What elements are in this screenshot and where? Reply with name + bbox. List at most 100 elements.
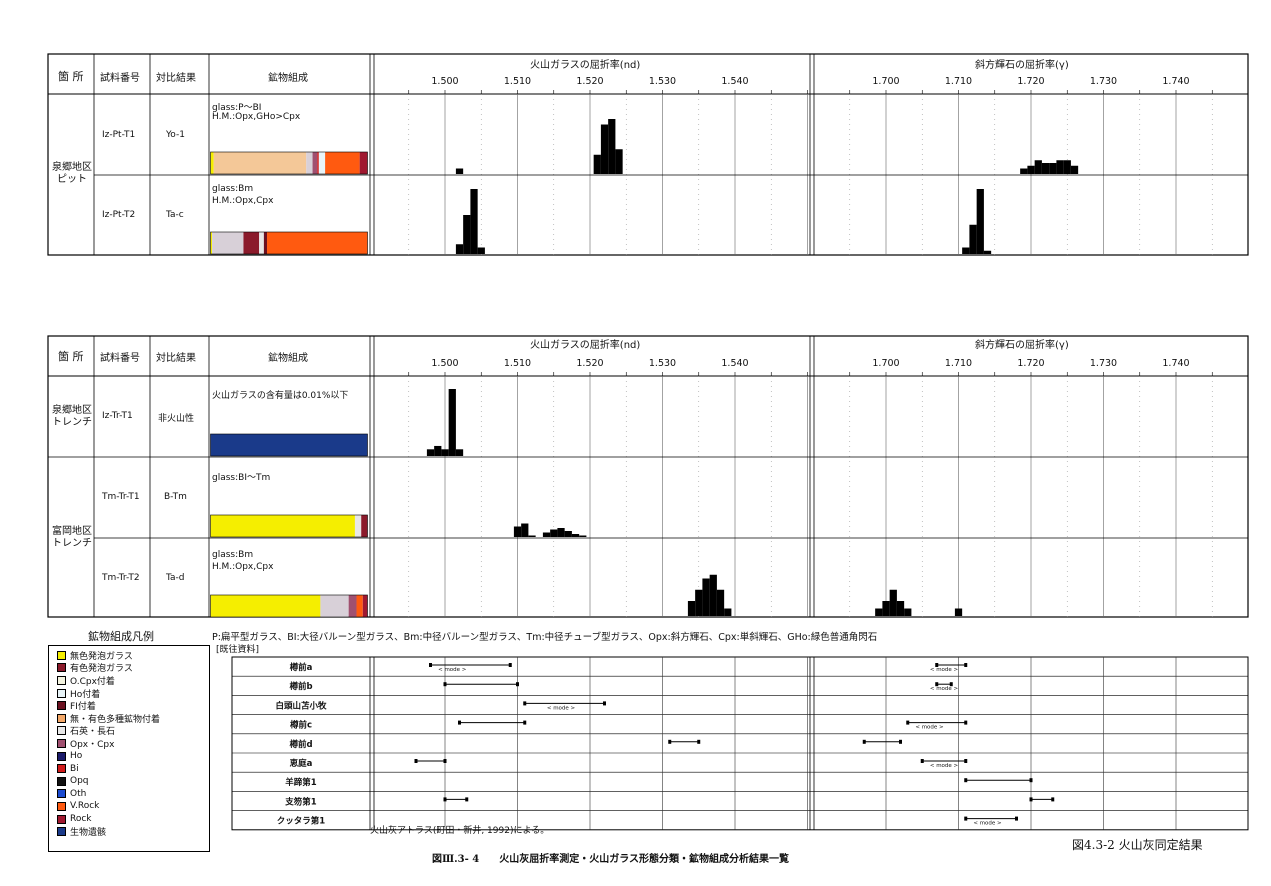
t2-col-sample: 試料番号: [100, 353, 140, 364]
legend-label: Ho付着: [70, 689, 101, 700]
prior-range-end: [1029, 797, 1033, 802]
legend-label: Oth: [70, 788, 87, 799]
composition-segment: [210, 595, 321, 617]
t2-glass-title: 火山ガラスの屈折率(nd): [530, 340, 641, 351]
mode-indicator: < mode >: [438, 667, 467, 673]
glass-histogram-bar: [593, 154, 601, 174]
prior-range-end: [920, 759, 924, 763]
legend-label: Opq: [70, 776, 89, 787]
t1-glass-title: 火山ガラスの屈折率(nd): [530, 60, 641, 71]
legend-label: 無色発泡ガラス: [70, 651, 133, 662]
prior-row-label: 樽前b: [289, 681, 312, 692]
t2-col-result: 対比結果: [156, 353, 196, 364]
prior-range-end: [414, 759, 418, 763]
prior-range-end: [964, 663, 968, 667]
composition-segment: [210, 515, 355, 537]
t2-r2-result: B-Tm: [164, 492, 187, 502]
prior-range-end: [1051, 797, 1055, 802]
prior-range-end: [964, 778, 968, 783]
prior-range-end: [949, 682, 953, 687]
opx-histogram-bar: [969, 224, 977, 254]
opx-histogram-bar: [1041, 163, 1050, 174]
table-border: [47, 335, 1249, 618]
t1-r1-sample: Iz-Pt-T1: [102, 130, 136, 140]
legend-item: Oth: [57, 788, 209, 801]
composition-segment: [317, 152, 319, 174]
glass-tick-label: 1.510: [504, 358, 531, 369]
prior-range-end: [429, 663, 432, 667]
prior-range-end: [697, 739, 701, 744]
prior-range-end: [1015, 816, 1018, 821]
prior-range-end: [668, 739, 672, 744]
mode-indicator: < mode >: [973, 821, 1002, 827]
glass-tick-label: 1.530: [649, 358, 676, 369]
t2-col-mineral: 鉱物組成: [268, 353, 308, 364]
table-border: [47, 53, 1249, 256]
t1-location: 泉郷地区 ピット: [52, 162, 92, 185]
glass-histogram-bar: [571, 534, 580, 537]
composition-segment: [312, 152, 318, 174]
legend-item: 無・有色多種鉱物付着: [57, 712, 209, 725]
legend-item: 生物遺骸: [57, 825, 209, 838]
glass-tick-label: 1.540: [721, 76, 748, 87]
opx-histogram-bar: [1056, 160, 1064, 174]
t1-r2-result: Ta-c: [166, 210, 184, 220]
composition-segment: [259, 232, 264, 254]
legend-item: FI付着: [57, 699, 209, 712]
opx-tick-label: 1.740: [1162, 358, 1189, 369]
prior-range-end: [1029, 778, 1033, 783]
legend-label: Rock: [70, 814, 92, 825]
composition-segment: [318, 152, 326, 174]
glass-histogram-bar: [477, 247, 485, 254]
composition-segment: [356, 595, 363, 617]
glass-tick-label: 1.500: [431, 76, 458, 87]
composition-segment: [210, 232, 213, 254]
legend-label: 有色発泡ガラス: [70, 664, 133, 675]
glass-tick-label: 1.520: [576, 76, 603, 87]
glass-histogram-bar: [455, 244, 464, 254]
opx-histogram-bar: [896, 601, 905, 616]
opx-histogram-bar: [954, 608, 963, 616]
legend-swatch: [57, 650, 66, 660]
mode-indicator: < mode >: [915, 725, 944, 731]
legend-item: 有色発泡ガラス: [57, 662, 209, 675]
glass-tick-label: 1.510: [504, 76, 531, 87]
t2-r3-result: Ta-d: [166, 573, 185, 583]
composition-bar: [210, 151, 368, 175]
prior-range-end: [443, 682, 447, 687]
prior-row-label: 樽前c: [290, 720, 312, 731]
composition-segment: [210, 152, 214, 174]
prior-range-end: [443, 759, 447, 763]
composition-segment: [263, 232, 268, 254]
legend-item: Ho付着: [57, 687, 209, 700]
prior-row-label: 樽前a: [290, 662, 313, 673]
prior-row-label: 支笏第1: [284, 796, 317, 807]
prior-range-end: [458, 720, 461, 725]
prior-label: [既往資料]: [216, 645, 260, 655]
caption-main: 図Ⅲ.3- 4 火山灰屈折率測定・火山ガラス形態分類・鉱物組成分析結果一覧: [432, 854, 790, 865]
prior-row-label: 恵庭a: [290, 758, 313, 769]
t2-r1-note: 火山ガラスの含有量は0.01%以下: [212, 391, 349, 401]
legend-item: V.Rock: [57, 800, 209, 813]
legend-swatch: [57, 764, 66, 774]
abbrev-note: P:扁平型ガラス、BI:大径バルーン型ガラス、Bm:中径バルーン型ガラス、Tm:…: [212, 632, 878, 643]
opx-tick-label: 1.710: [945, 76, 972, 87]
legend-swatch: [57, 713, 66, 723]
legend-label: 石英・長石: [70, 727, 116, 738]
prior-range-end: [516, 682, 519, 687]
composition-segment: [362, 595, 368, 617]
opx-histogram-bar: [983, 250, 992, 254]
t2-r3-note: glass:Bm: [212, 550, 254, 560]
composition-segment: [359, 152, 368, 174]
legend-swatch: [57, 726, 66, 736]
prior-row-label: 白頭山苫小牧: [275, 700, 327, 711]
composition-segment: [361, 515, 368, 537]
opx-tick-label: 1.730: [1090, 76, 1117, 87]
legend-label: V.Rock: [70, 801, 100, 812]
prior-range-end: [935, 682, 939, 687]
glass-histogram-bar: [455, 168, 464, 174]
opx-histogram-bar: [1020, 168, 1028, 174]
t1-r2-note2: H.M.:Opx,Cpx: [212, 196, 274, 206]
atlas-note: 火山灰アトラス(町田・新井, 1992)による。: [370, 826, 550, 836]
